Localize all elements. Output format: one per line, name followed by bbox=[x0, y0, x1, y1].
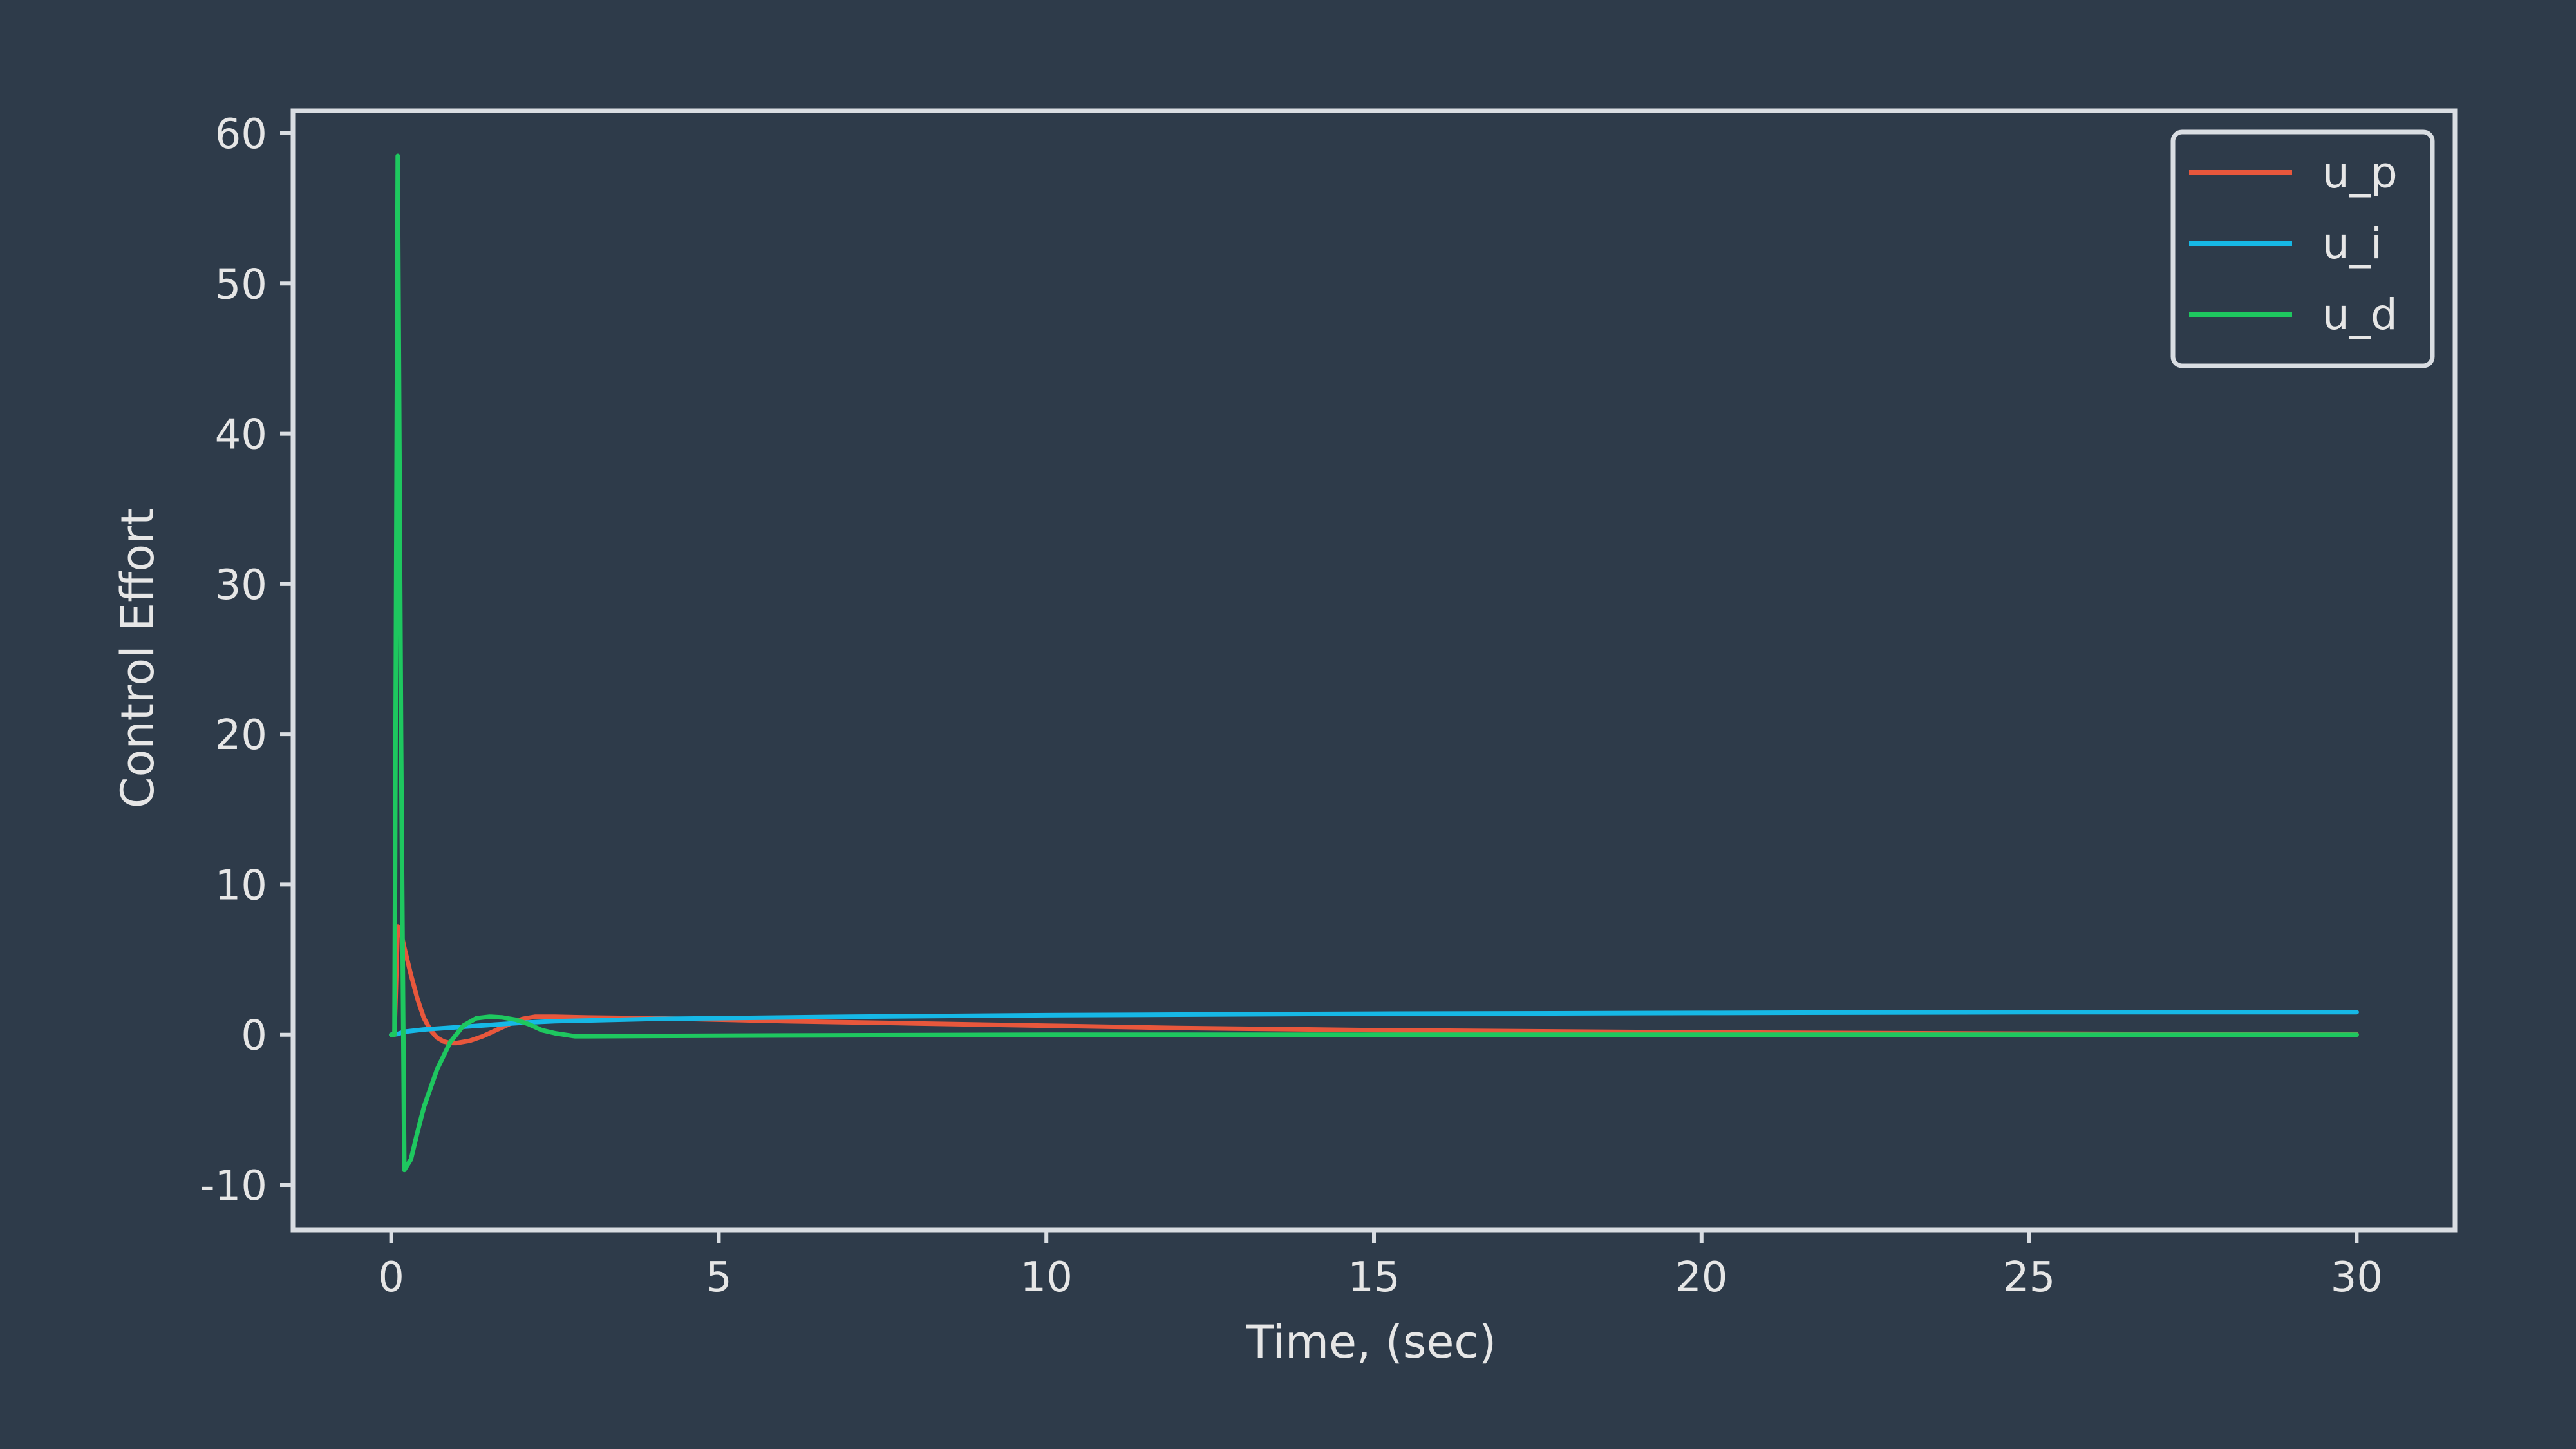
x-axis-label: Time, (sec) bbox=[1246, 1316, 1496, 1368]
x-axis: 0 5 10 15 20 25 30 bbox=[378, 1230, 2383, 1302]
y-tick-label: 40 bbox=[215, 412, 267, 459]
y-tick-label: 60 bbox=[215, 111, 267, 158]
x-tick-label: 25 bbox=[2003, 1254, 2055, 1302]
series-line-u-i bbox=[389, 1010, 2359, 1037]
y-tick-label: 10 bbox=[215, 862, 267, 909]
x-tick-label: 30 bbox=[2331, 1254, 2383, 1302]
y-tick-label: -10 bbox=[200, 1162, 267, 1210]
legend-label: u_p bbox=[2322, 148, 2398, 198]
series-line-u-d bbox=[389, 153, 2359, 1173]
series-lines bbox=[389, 153, 2359, 1173]
x-tick-label: 0 bbox=[378, 1254, 404, 1302]
x-tick-label: 15 bbox=[1348, 1254, 1400, 1302]
plot-area bbox=[290, 108, 2458, 1233]
legend-label: u_d bbox=[2322, 290, 2398, 339]
series-line-u-p bbox=[389, 924, 2359, 1046]
y-tick-label: 30 bbox=[215, 562, 267, 609]
legend: u_p u_i u_d bbox=[2170, 129, 2435, 368]
legend-box bbox=[2170, 129, 2435, 368]
y-tick-label: 20 bbox=[215, 712, 267, 759]
y-tick-label: 0 bbox=[241, 1012, 267, 1060]
x-tick-label: 20 bbox=[1675, 1254, 1727, 1302]
x-tick-label: 5 bbox=[706, 1254, 732, 1302]
x-tick-label: 10 bbox=[1020, 1254, 1072, 1302]
y-tick-label: 50 bbox=[215, 261, 267, 308]
y-axis: -10 0 10 20 30 40 50 60 bbox=[200, 111, 293, 1210]
y-axis-label: Control Effort bbox=[111, 508, 164, 809]
legend-label: u_i bbox=[2322, 219, 2382, 269]
